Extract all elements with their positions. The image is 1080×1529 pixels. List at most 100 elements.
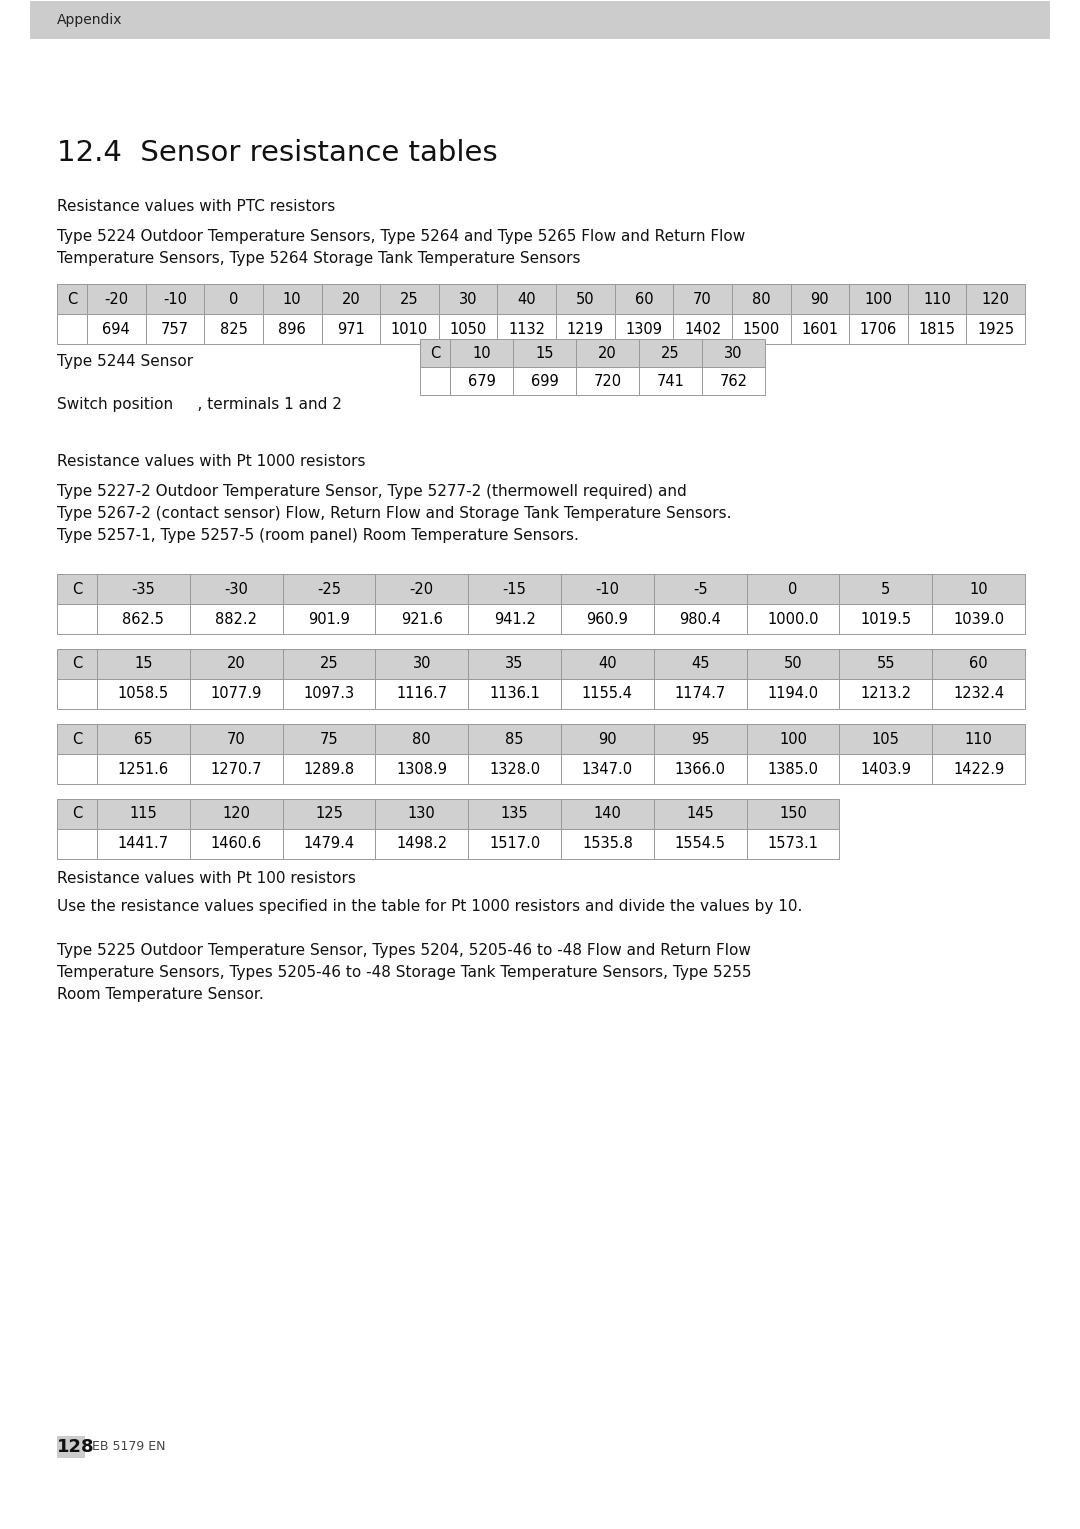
Bar	[283, 725, 376, 754]
Text: 1385.0: 1385.0	[768, 761, 819, 777]
Bar	[702, 367, 765, 394]
Bar	[322, 313, 380, 344]
Text: 30: 30	[459, 292, 477, 306]
Bar	[87, 313, 146, 344]
Text: 1194.0: 1194.0	[768, 687, 819, 702]
Text: Temperature Sensors, Type 5264 Storage Tank Temperature Sensors: Temperature Sensors, Type 5264 Storage T…	[57, 251, 581, 266]
Bar	[615, 313, 673, 344]
Bar	[732, 313, 791, 344]
Text: Type 5257-1, Type 5257-5 (room panel) Room Temperature Sensors.: Type 5257-1, Type 5257-5 (room panel) Ro…	[57, 528, 579, 543]
Bar	[839, 725, 932, 754]
Text: 1498.2: 1498.2	[396, 836, 447, 852]
Bar	[376, 648, 469, 679]
Text: 896: 896	[279, 321, 306, 336]
Bar	[376, 800, 469, 829]
Bar	[190, 679, 283, 709]
Text: 921.6: 921.6	[401, 612, 443, 627]
Text: 15: 15	[134, 656, 152, 671]
Bar	[438, 284, 498, 313]
Text: C: C	[72, 731, 82, 746]
Text: 1815: 1815	[919, 321, 956, 336]
Text: 120: 120	[222, 806, 251, 821]
Text: Temperature Sensors, Types 5205-46 to -48 Storage Tank Temperature Sensors, Type: Temperature Sensors, Types 5205-46 to -4…	[57, 965, 752, 980]
Text: 1155.4: 1155.4	[582, 687, 633, 702]
Text: 1219: 1219	[567, 321, 604, 336]
Text: C: C	[430, 346, 441, 361]
Text: 679: 679	[468, 373, 496, 388]
Text: 40: 40	[517, 292, 536, 306]
Text: 35: 35	[505, 656, 524, 671]
Bar	[561, 648, 653, 679]
Bar	[97, 573, 190, 604]
Text: 90: 90	[598, 731, 617, 746]
Text: 105: 105	[872, 731, 900, 746]
Bar	[376, 829, 469, 859]
Bar	[908, 313, 967, 344]
Text: 100: 100	[864, 292, 892, 306]
Bar	[653, 679, 746, 709]
Text: 1077.9: 1077.9	[211, 687, 261, 702]
Bar	[556, 313, 615, 344]
Bar	[702, 339, 765, 367]
Bar	[556, 284, 615, 313]
Text: -30: -30	[225, 581, 248, 596]
Bar	[57, 754, 97, 784]
Text: 25: 25	[661, 346, 679, 361]
Text: 55: 55	[877, 656, 895, 671]
Text: 1601: 1601	[801, 321, 838, 336]
Text: 20: 20	[341, 292, 361, 306]
Text: 85: 85	[505, 731, 524, 746]
Text: Resistance values with PTC resistors: Resistance values with PTC resistors	[57, 199, 335, 214]
Text: EB 5179 EN: EB 5179 EN	[92, 1440, 165, 1454]
Bar	[469, 679, 561, 709]
Text: Type 5227-2 Outdoor Temperature Sensor, Type 5277-2 (thermowell required) and: Type 5227-2 Outdoor Temperature Sensor, …	[57, 485, 687, 498]
Bar	[57, 1436, 85, 1459]
Bar	[376, 754, 469, 784]
Bar	[673, 284, 732, 313]
Bar	[746, 800, 839, 829]
Bar	[469, 829, 561, 859]
Text: 50: 50	[784, 656, 802, 671]
Bar	[190, 573, 283, 604]
Text: -35: -35	[132, 581, 156, 596]
Text: 80: 80	[413, 731, 431, 746]
Bar	[97, 725, 190, 754]
Text: 45: 45	[691, 656, 710, 671]
Bar	[262, 313, 322, 344]
Text: 862.5: 862.5	[122, 612, 164, 627]
Text: 720: 720	[593, 373, 622, 388]
Text: 1213.2: 1213.2	[861, 687, 912, 702]
Bar	[513, 339, 576, 367]
Bar	[146, 284, 204, 313]
Text: 75: 75	[320, 731, 338, 746]
Bar	[283, 604, 376, 635]
Text: 1460.6: 1460.6	[211, 836, 261, 852]
Text: 120: 120	[982, 292, 1010, 306]
Text: -15: -15	[502, 581, 527, 596]
Bar	[57, 604, 97, 635]
Text: 980.4: 980.4	[679, 612, 721, 627]
Bar	[283, 648, 376, 679]
Bar	[932, 679, 1025, 709]
Text: 1554.5: 1554.5	[675, 836, 726, 852]
Text: 1328.0: 1328.0	[489, 761, 540, 777]
Bar	[839, 754, 932, 784]
Text: C: C	[67, 292, 77, 306]
Bar	[376, 725, 469, 754]
Text: 1573.1: 1573.1	[768, 836, 819, 852]
Bar	[561, 679, 653, 709]
Text: 125: 125	[315, 806, 343, 821]
Text: 25: 25	[320, 656, 338, 671]
Text: Resistance values with Pt 1000 resistors: Resistance values with Pt 1000 resistors	[57, 454, 365, 469]
Bar	[97, 754, 190, 784]
Bar	[653, 754, 746, 784]
Text: 1132: 1132	[509, 321, 545, 336]
Text: 1136.1: 1136.1	[489, 687, 540, 702]
Bar	[639, 367, 702, 394]
Bar	[932, 604, 1025, 635]
Text: 60: 60	[969, 656, 988, 671]
Bar	[283, 573, 376, 604]
Text: 20: 20	[227, 656, 245, 671]
Bar	[469, 604, 561, 635]
Bar	[57, 313, 87, 344]
